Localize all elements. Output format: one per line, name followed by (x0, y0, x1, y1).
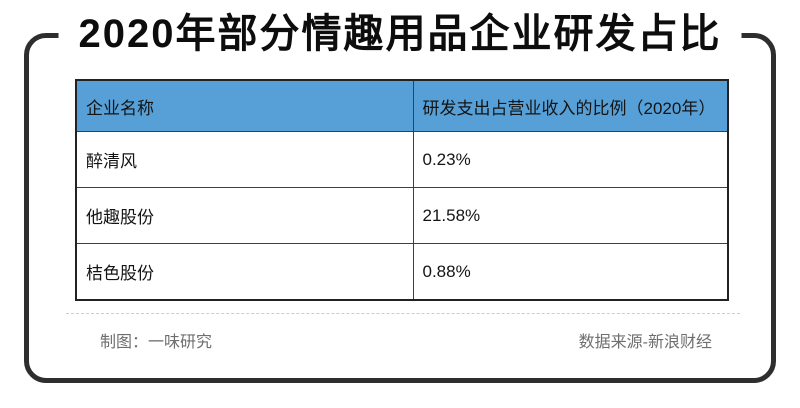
company-name-cell: 桔色股份 (75, 243, 414, 301)
column-header-company: 企业名称 (75, 79, 414, 132)
rd-ratio-table: 企业名称 研发支出占营业收入的比例（2020年） 醉清风 0.23% 他趣股份 … (75, 79, 729, 301)
company-name-cell: 醉清风 (75, 131, 414, 188)
ratio-value-cell: 21.58% (412, 187, 729, 244)
ratio-value-cell: 0.23% (412, 131, 729, 188)
company-name-cell: 他趣股份 (75, 187, 414, 244)
table-header-row: 企业名称 研发支出占营业收入的比例（2020年） (75, 79, 729, 132)
data-source-text: 数据来源-新浪财经 (578, 334, 712, 351)
credit-text: 制图：一味研究 (100, 334, 213, 351)
table-row: 他趣股份 21.58% (75, 187, 729, 244)
dashed-divider (66, 313, 740, 314)
table-row: 醉清风 0.23% (75, 131, 729, 188)
page-title: 2020年部分情趣用品企业研发占比 (58, 6, 742, 62)
table-row: 桔色股份 0.88% (75, 243, 729, 301)
ratio-value-cell: 0.88% (412, 243, 729, 301)
column-header-ratio: 研发支出占营业收入的比例（2020年） (412, 79, 729, 132)
